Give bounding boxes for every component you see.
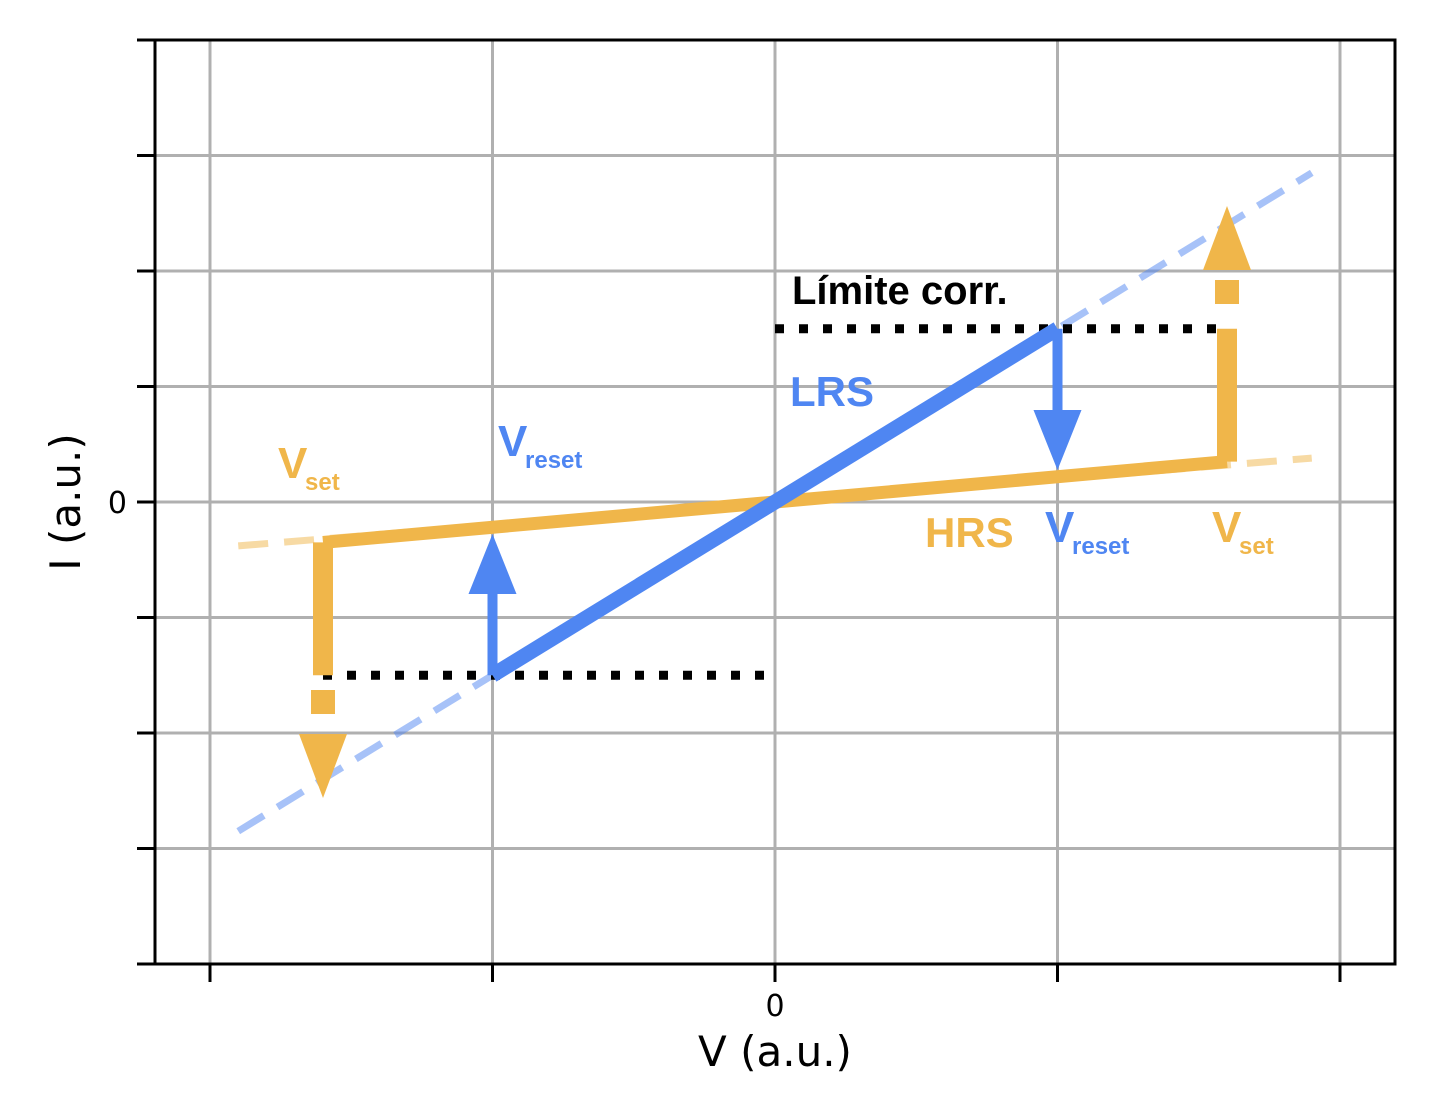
- reset-arrow-positive-head: [1033, 410, 1082, 470]
- reset-arrow-negative-head: [468, 534, 517, 594]
- vreset-label-positive-letter: V: [1045, 503, 1075, 552]
- vset-label-negative-letter: V: [278, 439, 308, 488]
- reset-arrow-negative: [468, 534, 517, 676]
- x-tick-label: 0: [765, 989, 784, 1024]
- set-arrow-head-negative: [299, 734, 347, 798]
- axis-ticks: 00: [108, 38, 1342, 1024]
- set-jump-negative-dash: [311, 690, 335, 714]
- lrs-curve: [488, 322, 1062, 682]
- x-axis-title: V (a.u.): [698, 1027, 852, 1076]
- compliance-label: Límite corr.: [792, 269, 1008, 313]
- vset-label-positive-subscript: set: [1239, 533, 1274, 560]
- set-arrow-head-positive: [1203, 206, 1251, 270]
- vreset-label-positive-subscript: reset: [1072, 533, 1129, 560]
- lrs-ohmic-reference-line: [236, 169, 1314, 835]
- reset-arrow-positive: [1033, 328, 1082, 470]
- switching-arrows: [299, 206, 1251, 798]
- vreset-label-negative-subscript: reset: [525, 447, 582, 474]
- y-axis-title: I (a.u.): [41, 433, 90, 571]
- vset-label-negative-subscript: set: [305, 469, 340, 496]
- y-tick-label: 0: [108, 486, 127, 521]
- data-series: [322, 322, 1228, 682]
- set-jump-positive-dash: [1215, 280, 1239, 304]
- vset-label-positive-letter: V: [1212, 503, 1242, 552]
- vreset-label-negative-letter: V: [498, 417, 528, 466]
- lrs-label: LRS: [790, 368, 874, 415]
- hrs-label: HRS: [925, 509, 1014, 556]
